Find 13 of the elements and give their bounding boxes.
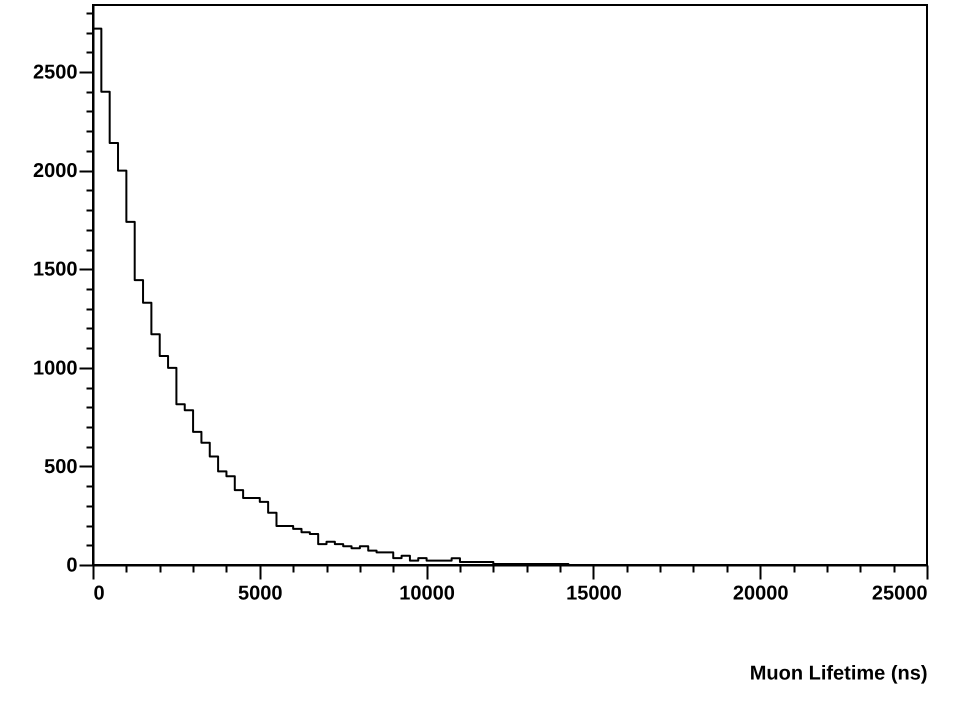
y-tick-label: 500 — [44, 456, 78, 478]
y-tick-label: 1000 — [33, 357, 78, 380]
y-tick-label: 0 — [66, 554, 78, 576]
x-tick-label: 20000 — [732, 582, 789, 604]
x-tick-label: 15000 — [566, 582, 622, 604]
x-tick-label: 25000 — [872, 582, 928, 604]
x-axis-title: Muon Lifetime (ns) — [750, 662, 928, 684]
x-tick-label: 10000 — [399, 582, 455, 604]
x-tick-label: 0 — [94, 582, 105, 604]
x-tick-label: 5000 — [238, 582, 283, 604]
y-tick-label: 1500 — [33, 258, 78, 281]
y-tick-label: 2000 — [33, 160, 78, 182]
y-tick-label: 2500 — [33, 62, 78, 84]
